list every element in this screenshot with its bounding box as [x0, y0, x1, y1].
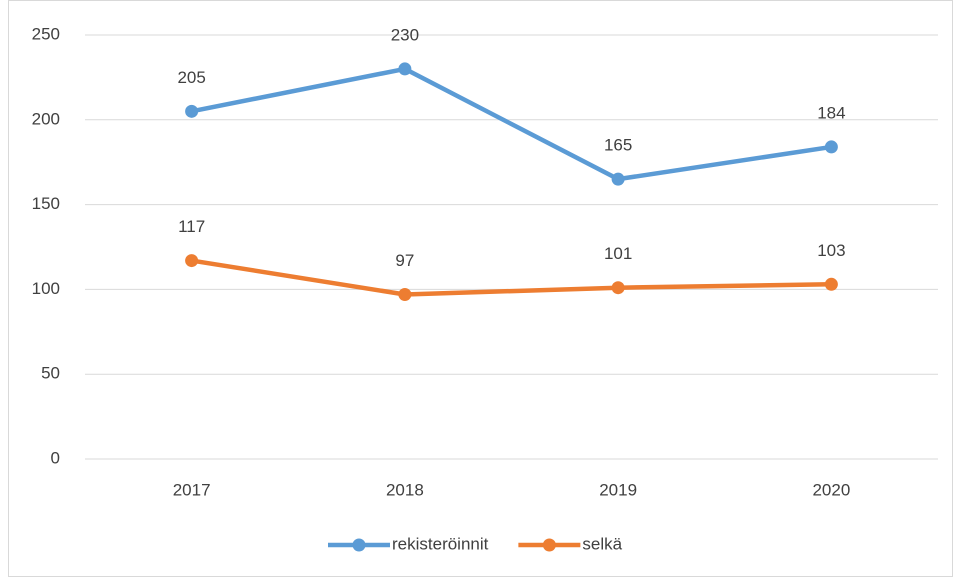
x-tick-label: 2017	[173, 480, 211, 499]
chart-border	[8, 0, 953, 577]
y-tick-label: 50	[41, 364, 60, 383]
y-tick-label: 200	[32, 109, 60, 128]
data-point	[185, 254, 199, 268]
data-point	[398, 287, 412, 301]
data-point	[611, 172, 625, 186]
data-label: 117	[178, 217, 205, 236]
y-tick-label: 150	[32, 194, 60, 213]
data-label: 97	[395, 251, 414, 270]
data-point	[824, 277, 838, 291]
data-label: 205	[177, 68, 205, 87]
series-line	[189, 258, 834, 297]
x-tick-label: 2018	[386, 480, 424, 499]
data-label: 184	[817, 103, 845, 122]
data-label: 101	[604, 244, 632, 263]
legend-label: rekisteröinnit	[392, 534, 489, 553]
legend-label: selkä	[582, 534, 622, 553]
data-label: 165	[604, 136, 632, 155]
data-point	[611, 281, 625, 295]
legend-marker	[542, 538, 556, 552]
data-point	[824, 140, 838, 154]
y-tick-label: 100	[32, 279, 60, 298]
legend-marker	[352, 538, 366, 552]
data-point	[185, 104, 199, 118]
x-tick-label: 2020	[812, 480, 850, 499]
data-point	[398, 62, 412, 76]
y-tick-label: 250	[32, 24, 60, 43]
data-label: 103	[817, 241, 845, 260]
series-line	[189, 66, 834, 182]
x-tick-label: 2019	[599, 480, 637, 499]
y-tick-label: 0	[51, 448, 60, 467]
data-label: 230	[391, 25, 419, 44]
